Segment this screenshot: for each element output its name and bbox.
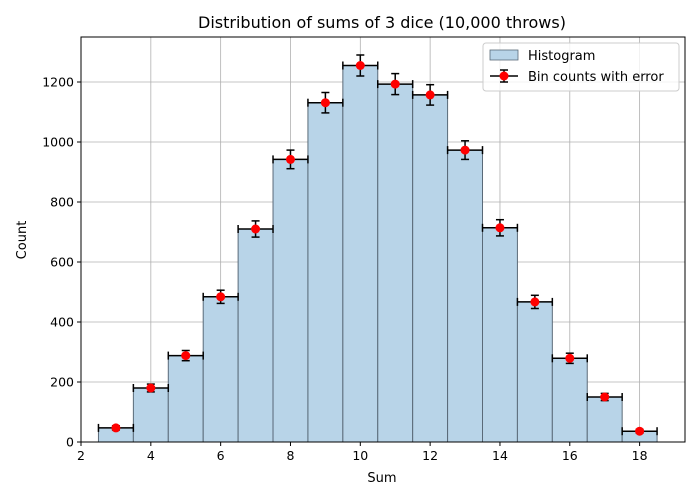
legend: Histogram Bin counts with error (482, 42, 680, 92)
x-tick-label-8: 8 (287, 448, 295, 463)
errorbar-point-15 (530, 297, 540, 307)
histogram-bar-9 (307, 102, 344, 443)
errorbar-point-9 (320, 98, 330, 108)
histogram-bar-6 (202, 296, 239, 443)
plot-frame (80, 36, 686, 443)
legend-errorbar-swatch (490, 69, 518, 83)
chart-title: Distribution of sums of 3 dice (10,000 t… (198, 13, 566, 32)
histogram-bar-12 (412, 94, 449, 443)
errorbar-8 (272, 149, 309, 170)
errorbar-6 (202, 289, 239, 305)
x-axis-label: Sum (367, 471, 396, 486)
y-tick-label-400: 400 (50, 315, 74, 330)
histogram-bar-11 (377, 83, 414, 443)
legend-histogram-swatch (489, 49, 519, 61)
y-tick-label-0: 0 (66, 435, 74, 450)
errorbar-point-11 (390, 79, 400, 89)
errorbars (97, 54, 658, 436)
histogram-bar-13 (447, 149, 484, 443)
legend-errorbar-label: Bin counts with error (528, 70, 664, 85)
errorbar-point-3 (111, 423, 121, 433)
histogram-bar-10 (342, 65, 379, 443)
errorbar-13 (446, 140, 484, 161)
errorbar-14 (481, 218, 519, 237)
errorbar-point-5 (181, 351, 191, 361)
x-axis-ticks: 2 4 6 8 10 12 14 16 18 (77, 442, 648, 463)
errorbar-point-17 (600, 392, 610, 402)
y-tick-label-1000: 1000 (42, 135, 74, 150)
errorbar-11 (377, 72, 414, 96)
histogram-bar-8 (272, 158, 309, 443)
errorbar-3 (97, 423, 135, 433)
histogram-bar-17 (586, 396, 623, 443)
errorbar-point-13 (460, 145, 470, 155)
legend-histogram-label: Histogram (528, 49, 595, 64)
errorbar-7 (237, 220, 274, 238)
errorbar-18 (621, 426, 658, 436)
x-tick-label-2: 2 (77, 448, 85, 463)
histogram-bars (97, 65, 658, 443)
errorbar-point-7 (251, 224, 261, 234)
y-axis-label: Count (15, 221, 30, 260)
x-tick-label-6: 6 (217, 448, 225, 463)
errorbar-point-16 (565, 353, 575, 363)
histogram-bar-16 (551, 357, 588, 443)
errorbar-4 (132, 383, 170, 393)
y-axis-ticks: 0 200 400 600 800 1000 1200 (42, 75, 81, 450)
x-tick-label-4: 4 (147, 448, 155, 463)
histogram-bar-4 (132, 387, 169, 443)
errorbar-point-18 (635, 426, 645, 436)
errorbar-9 (307, 91, 344, 114)
errorbar-point-8 (285, 154, 295, 164)
x-tick-label-18: 18 (632, 448, 648, 463)
y-tick-label-600: 600 (50, 255, 74, 270)
histogram-bar-15 (516, 301, 553, 443)
y-tick-label-1200: 1200 (42, 75, 74, 90)
x-tick-label-16: 16 (562, 448, 578, 463)
y-tick-label-800: 800 (50, 195, 74, 210)
x-tick-label-12: 12 (422, 448, 438, 463)
legend-frame (482, 42, 680, 92)
y-tick-label-200: 200 (50, 375, 74, 390)
errorbar-5 (167, 349, 204, 362)
histogram-bar-7 (237, 228, 274, 443)
errorbar-16 (551, 352, 588, 365)
errorbar-10 (342, 54, 379, 77)
errorbar-point-10 (355, 61, 365, 70)
histogram-bar-14 (482, 227, 518, 443)
errorbar-point-4 (146, 383, 156, 393)
x-tick-label-10: 10 (352, 448, 368, 463)
errorbar-point-12 (425, 90, 435, 100)
errorbar-17 (586, 392, 623, 402)
x-tick-label-14: 14 (492, 448, 508, 463)
errorbar-point-14 (495, 223, 505, 233)
errorbar-12 (411, 83, 449, 106)
errorbar-15 (516, 294, 554, 310)
histogram-bar-5 (167, 355, 204, 443)
errorbar-point-6 (216, 292, 226, 302)
